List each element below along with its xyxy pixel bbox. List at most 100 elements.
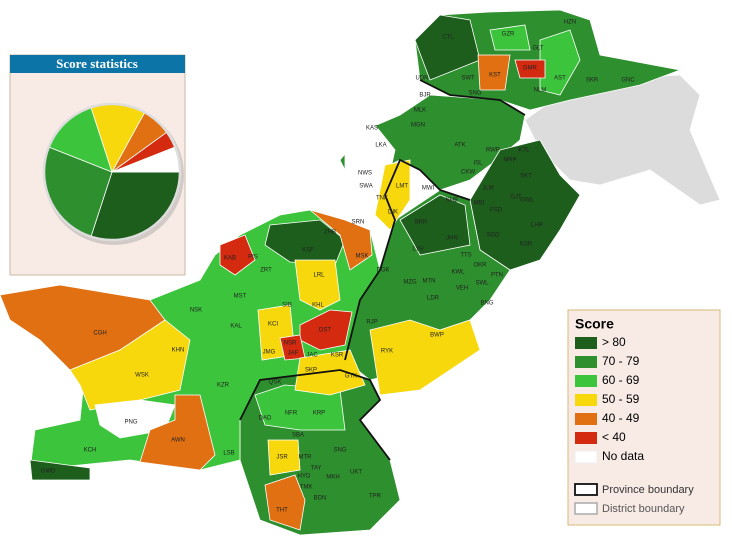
region — [539, 29, 581, 96]
region — [294, 349, 366, 396]
legend-swatch — [575, 356, 597, 368]
district-label: SNG — [468, 91, 481, 97]
district-label: RJP — [366, 320, 377, 326]
district-label: MTR — [299, 455, 313, 461]
district-label: OKR — [473, 263, 487, 269]
district-label: ISL — [473, 161, 483, 167]
district-label: MRP — [503, 158, 516, 164]
district-label: KWL — [451, 270, 465, 276]
legend-label: > 80 — [602, 335, 626, 349]
district-label: TTS — [460, 253, 471, 259]
district-label: MBI — [474, 201, 485, 207]
district-label: LDR — [427, 296, 440, 302]
district-label: KCI — [268, 322, 278, 328]
district-label: SIB — [282, 303, 292, 309]
region — [414, 14, 481, 81]
district-label: DMR — [523, 66, 537, 72]
district-label: JHN — [446, 236, 458, 242]
district-label: QSK — [269, 380, 282, 386]
district-label: DIK — [388, 210, 398, 216]
district-label: TPR — [369, 494, 382, 500]
district-label: SGD — [486, 233, 500, 239]
district-label: NWS — [358, 171, 372, 177]
district-label: JLM — [482, 186, 493, 192]
district-label: TMK — [300, 485, 313, 491]
district-label: SWA — [359, 184, 372, 190]
district-label: MLK — [414, 108, 426, 114]
district-label: BKR — [415, 220, 428, 226]
district-label: KAL — [230, 324, 242, 330]
region — [264, 474, 306, 531]
district-label: SWT — [461, 76, 475, 82]
district-label: MST — [234, 294, 247, 300]
district-label: LKA — [375, 143, 386, 149]
region — [369, 319, 481, 396]
legend-label: 70 - 79 — [602, 354, 640, 368]
district-label: KCH — [84, 448, 97, 454]
region — [399, 194, 471, 256]
district-label: RWP — [486, 148, 500, 154]
district-label: KTL — [518, 148, 530, 154]
district-label: KZR — [217, 383, 230, 389]
legend-swatch — [575, 394, 597, 406]
district-label: MSK — [355, 254, 368, 260]
district-label: SRN — [352, 220, 365, 226]
district-label: NSK — [190, 308, 202, 314]
province-boundary — [419, 79, 526, 116]
district-label: JAC — [306, 353, 318, 359]
district-label: BDN — [314, 496, 327, 502]
district-label: MZG — [403, 280, 417, 286]
district-label: ZHB — [324, 230, 336, 236]
district-label: KAS — [366, 126, 378, 132]
district-label: JSR — [276, 455, 288, 461]
district-label: KSF — [302, 248, 314, 254]
district-label: MKH — [326, 475, 339, 481]
district-label: TAY — [311, 466, 322, 472]
district-label: PTN — [491, 273, 503, 279]
district-label: RYK — [381, 349, 393, 355]
district-labels: CTL GZR HZN GLT DMR KST AST SKR GNC UDR SWT SNG NLM B… — [41, 20, 636, 514]
district-label: BJR — [419, 93, 431, 99]
district-label: VEH — [456, 286, 468, 292]
district-label: FSD — [490, 208, 503, 214]
district-label: PIS — [248, 255, 258, 261]
region — [309, 209, 373, 271]
district-label: GLT — [532, 46, 544, 52]
district-label: NSR — [284, 341, 297, 347]
legend-label: 60 - 69 — [602, 373, 640, 387]
district-label: ATK — [454, 143, 465, 149]
legend-label: No data — [602, 449, 644, 463]
district-label: PNG — [124, 420, 137, 426]
legend-swatch — [575, 375, 597, 387]
district-label: TNK — [376, 196, 388, 202]
district-label: SWL — [475, 281, 489, 287]
district-label: LSB — [223, 451, 234, 457]
legend-label: District boundary — [602, 503, 685, 515]
district-label: GWD — [41, 469, 56, 475]
region — [477, 54, 511, 91]
legend-swatch — [575, 337, 597, 349]
region — [267, 439, 301, 476]
legend: Score > 80 70 - 79 60 - 69 50 - 59 40 - 49 < … — [567, 309, 721, 526]
district-label: LMT — [396, 184, 408, 190]
district-label: GZR — [502, 32, 515, 38]
district-label: SKT — [520, 174, 532, 180]
district-label: DGK — [376, 268, 389, 274]
district-label: GNC — [621, 78, 635, 84]
district-label: MGN — [411, 123, 425, 129]
district-label: ZRT — [260, 268, 272, 274]
district-label: HYD — [298, 474, 311, 480]
region — [139, 394, 216, 471]
district-label: KHN — [172, 348, 185, 354]
score-statistics-panel: Score statistics — [9, 54, 186, 276]
region — [294, 259, 341, 311]
district-label: NFR — [285, 411, 298, 417]
district-label: KRP — [313, 411, 325, 417]
district-label: SNG — [333, 448, 346, 454]
pie-rim — [42, 102, 182, 242]
panel-title: Score statistics — [56, 56, 138, 71]
district-label: DST — [319, 328, 331, 334]
legend-swatch — [575, 432, 597, 444]
region — [374, 159, 411, 231]
district-label: MTN — [423, 279, 436, 285]
